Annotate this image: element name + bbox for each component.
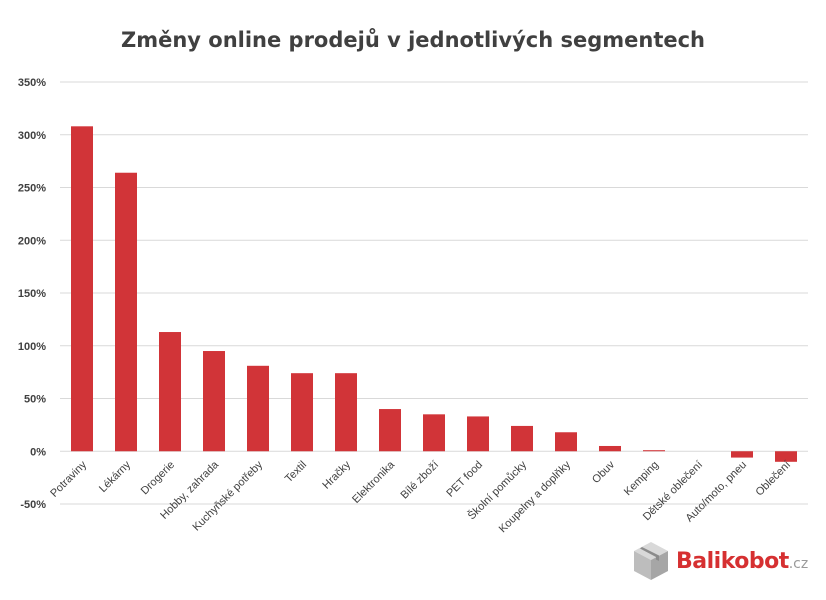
chart-title: Změny online prodejů v jednotlivých segm… [120,28,706,52]
bar [203,351,225,452]
bar [731,451,753,458]
y-tick-label: 100% [18,341,46,353]
bar [643,450,665,452]
y-tick-label: 200% [18,235,46,247]
x-category-label: Drogerie [139,459,177,497]
bar [291,373,313,452]
balikobot-logo: Balikobot .cz [632,540,808,582]
y-tick-label: 300% [18,130,46,142]
bar [247,365,269,452]
y-tick-label: 150% [18,288,46,300]
bar [159,332,181,452]
gridlines [60,81,808,505]
x-category-label: Lékárny [97,459,134,496]
bar [775,451,797,462]
x-category-label: Textil [283,459,309,485]
bar [71,126,93,452]
x-category-label: Bílé zboží [398,459,441,502]
bar [115,172,137,452]
x-category-label: Obuv [590,459,617,486]
brand-name: Balikobot [676,548,789,574]
y-axis-ticks: 350% 300% 250% 200% 150% 100% 50% 0% -50% [18,77,46,511]
x-category-label: PET food [444,459,485,500]
bars [71,126,797,462]
x-category-label: Elektronika [350,458,398,506]
x-category-label: Potraviny [48,459,89,500]
y-tick-label: 350% [18,77,46,89]
bar [555,432,577,452]
bar [467,416,489,452]
bar [379,409,401,452]
x-category-label: Hračky [320,459,353,492]
y-tick-label: 0% [30,446,46,458]
box-icon [634,542,668,580]
y-tick-label: 50% [24,394,46,406]
x-category-label: Oblečení [754,459,794,499]
bar [423,414,445,452]
bar [335,373,357,452]
x-category-label: Kemping [622,459,661,498]
bar [599,445,621,452]
brand-suffix: .cz [788,556,809,572]
bar [511,425,533,452]
y-tick-label: 250% [18,183,46,195]
y-tick-label: -50% [20,499,46,511]
